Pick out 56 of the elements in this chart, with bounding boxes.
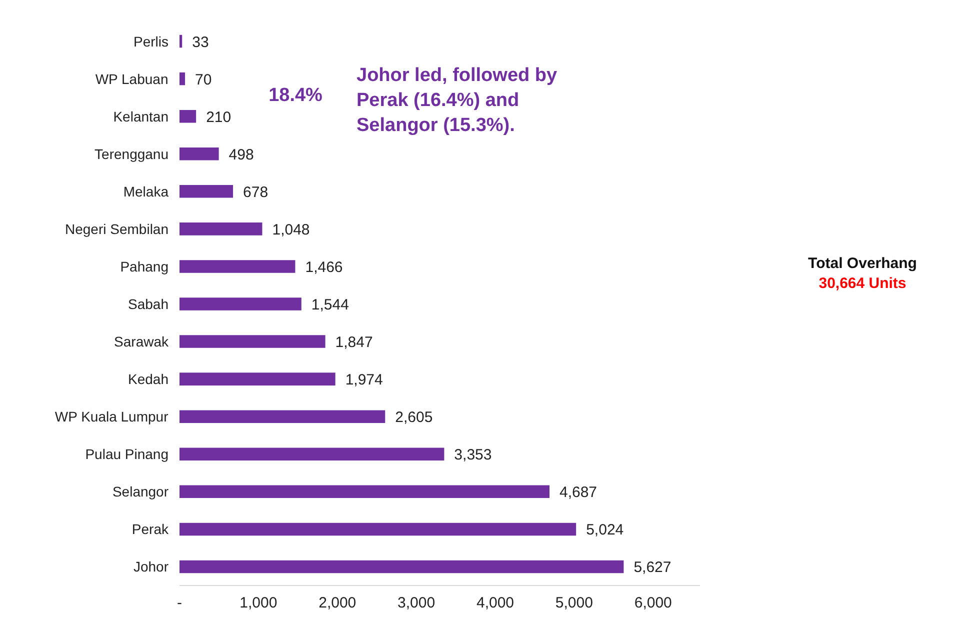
bar: [180, 522, 576, 536]
y-tick-label: Negeri Sembilan: [65, 220, 169, 237]
y-tick-label: WP Labuan: [95, 70, 168, 87]
y-tick-label: Sabah: [128, 296, 168, 312]
bar: [180, 372, 336, 386]
bar: [180, 72, 186, 86]
data-label: 5,627: [634, 559, 672, 576]
y-tick-label: Selangor: [112, 484, 169, 500]
bar: [180, 448, 444, 461]
bar: [180, 185, 234, 198]
bar: [180, 560, 624, 574]
bar: [180, 335, 326, 348]
data-label: 3,353: [454, 446, 492, 464]
bar: [180, 410, 386, 423]
annotation: Johor led, followed by Perak (16.4%) and Selangor (15.3%).: [356, 64, 558, 136]
data-label: 70: [195, 71, 212, 88]
x-tick-label: 5,000: [555, 594, 593, 612]
data-label: 498: [228, 146, 254, 164]
bar: [180, 110, 196, 123]
y-tick-label: Terengganu: [94, 146, 168, 162]
data-label: 210: [206, 108, 232, 126]
y-tick-label: Kedah: [128, 371, 168, 388]
bar: [180, 34, 182, 48]
y-tick-label: WP Kuala Lumpur: [54, 408, 169, 425]
data-label: 1,466: [305, 258, 343, 276]
data-label: 678: [243, 184, 268, 201]
x-tick-label: 6,000: [634, 594, 672, 612]
y-tick-label: Johor: [133, 558, 169, 575]
x-tick-label: -: [177, 594, 182, 612]
text: 30,664 Units: [818, 275, 906, 292]
y-tick-label: Melaka: [123, 183, 169, 200]
data-label: 1,847: [335, 334, 373, 352]
y-tick-label: Pulau Pinang: [85, 446, 169, 462]
data-label: 1,048: [272, 221, 310, 238]
data-label: 1,974: [345, 372, 383, 389]
y-tick-label: Perlis: [133, 33, 169, 50]
text: Total Overhang: [808, 255, 917, 272]
bar: [180, 222, 262, 236]
data-label: 5,024: [586, 522, 624, 539]
y-tick-label: Perak: [132, 521, 170, 538]
x-tick-label: 2,000: [318, 594, 356, 612]
annotation: 18.4%: [268, 85, 323, 106]
y-tick-label: Sarawak: [114, 334, 170, 350]
y-tick-label: Pahang: [120, 258, 169, 274]
bar: [180, 485, 550, 498]
bar: [180, 260, 296, 273]
data-label: 2,605: [395, 409, 433, 426]
y-tick-label: Kelantan: [113, 108, 169, 124]
bar: [180, 147, 219, 160]
data-label: 4,687: [559, 484, 598, 502]
x-tick-label: 1,000: [240, 594, 278, 612]
data-label: 33: [192, 34, 209, 51]
data-label: 1,544: [311, 296, 349, 314]
bar: [180, 298, 302, 310]
x-tick-label: 4,000: [476, 594, 514, 612]
x-tick-label: 3,000: [398, 594, 436, 612]
